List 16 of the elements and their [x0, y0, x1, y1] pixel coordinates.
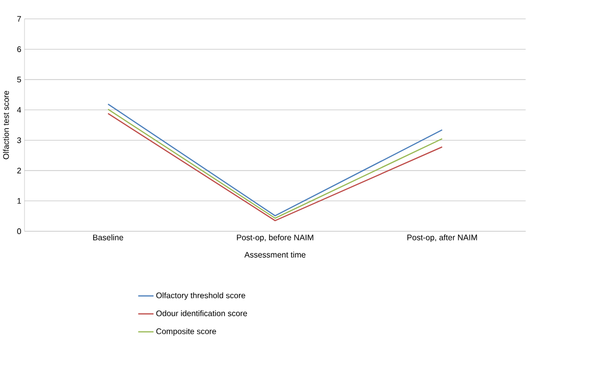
y-tick-label: 6: [17, 46, 21, 52]
y-tick-label: 1: [17, 198, 21, 204]
x-axis-title: Assessment time: [244, 252, 306, 258]
y-tick-label: 2: [17, 168, 21, 174]
y-axis-title: Olfaction test score: [2, 91, 9, 160]
legend-label: Composite score: [156, 328, 216, 336]
y-tick-label: 0: [17, 228, 22, 234]
y-tick-label: 5: [17, 76, 22, 83]
y-tick-label: 3: [17, 138, 21, 144]
legend-label: Odour identification score: [156, 310, 248, 316]
x-tick-label: Post-op, after NAIM: [407, 234, 477, 242]
x-tick-label: Post-op, before NAIM: [236, 234, 314, 242]
legend-label: Olfactory threshold score: [156, 292, 246, 300]
x-tick-label: Baseline: [93, 234, 124, 241]
y-tick-label: 4: [17, 107, 22, 113]
y-tick-label: 7: [17, 16, 21, 22]
